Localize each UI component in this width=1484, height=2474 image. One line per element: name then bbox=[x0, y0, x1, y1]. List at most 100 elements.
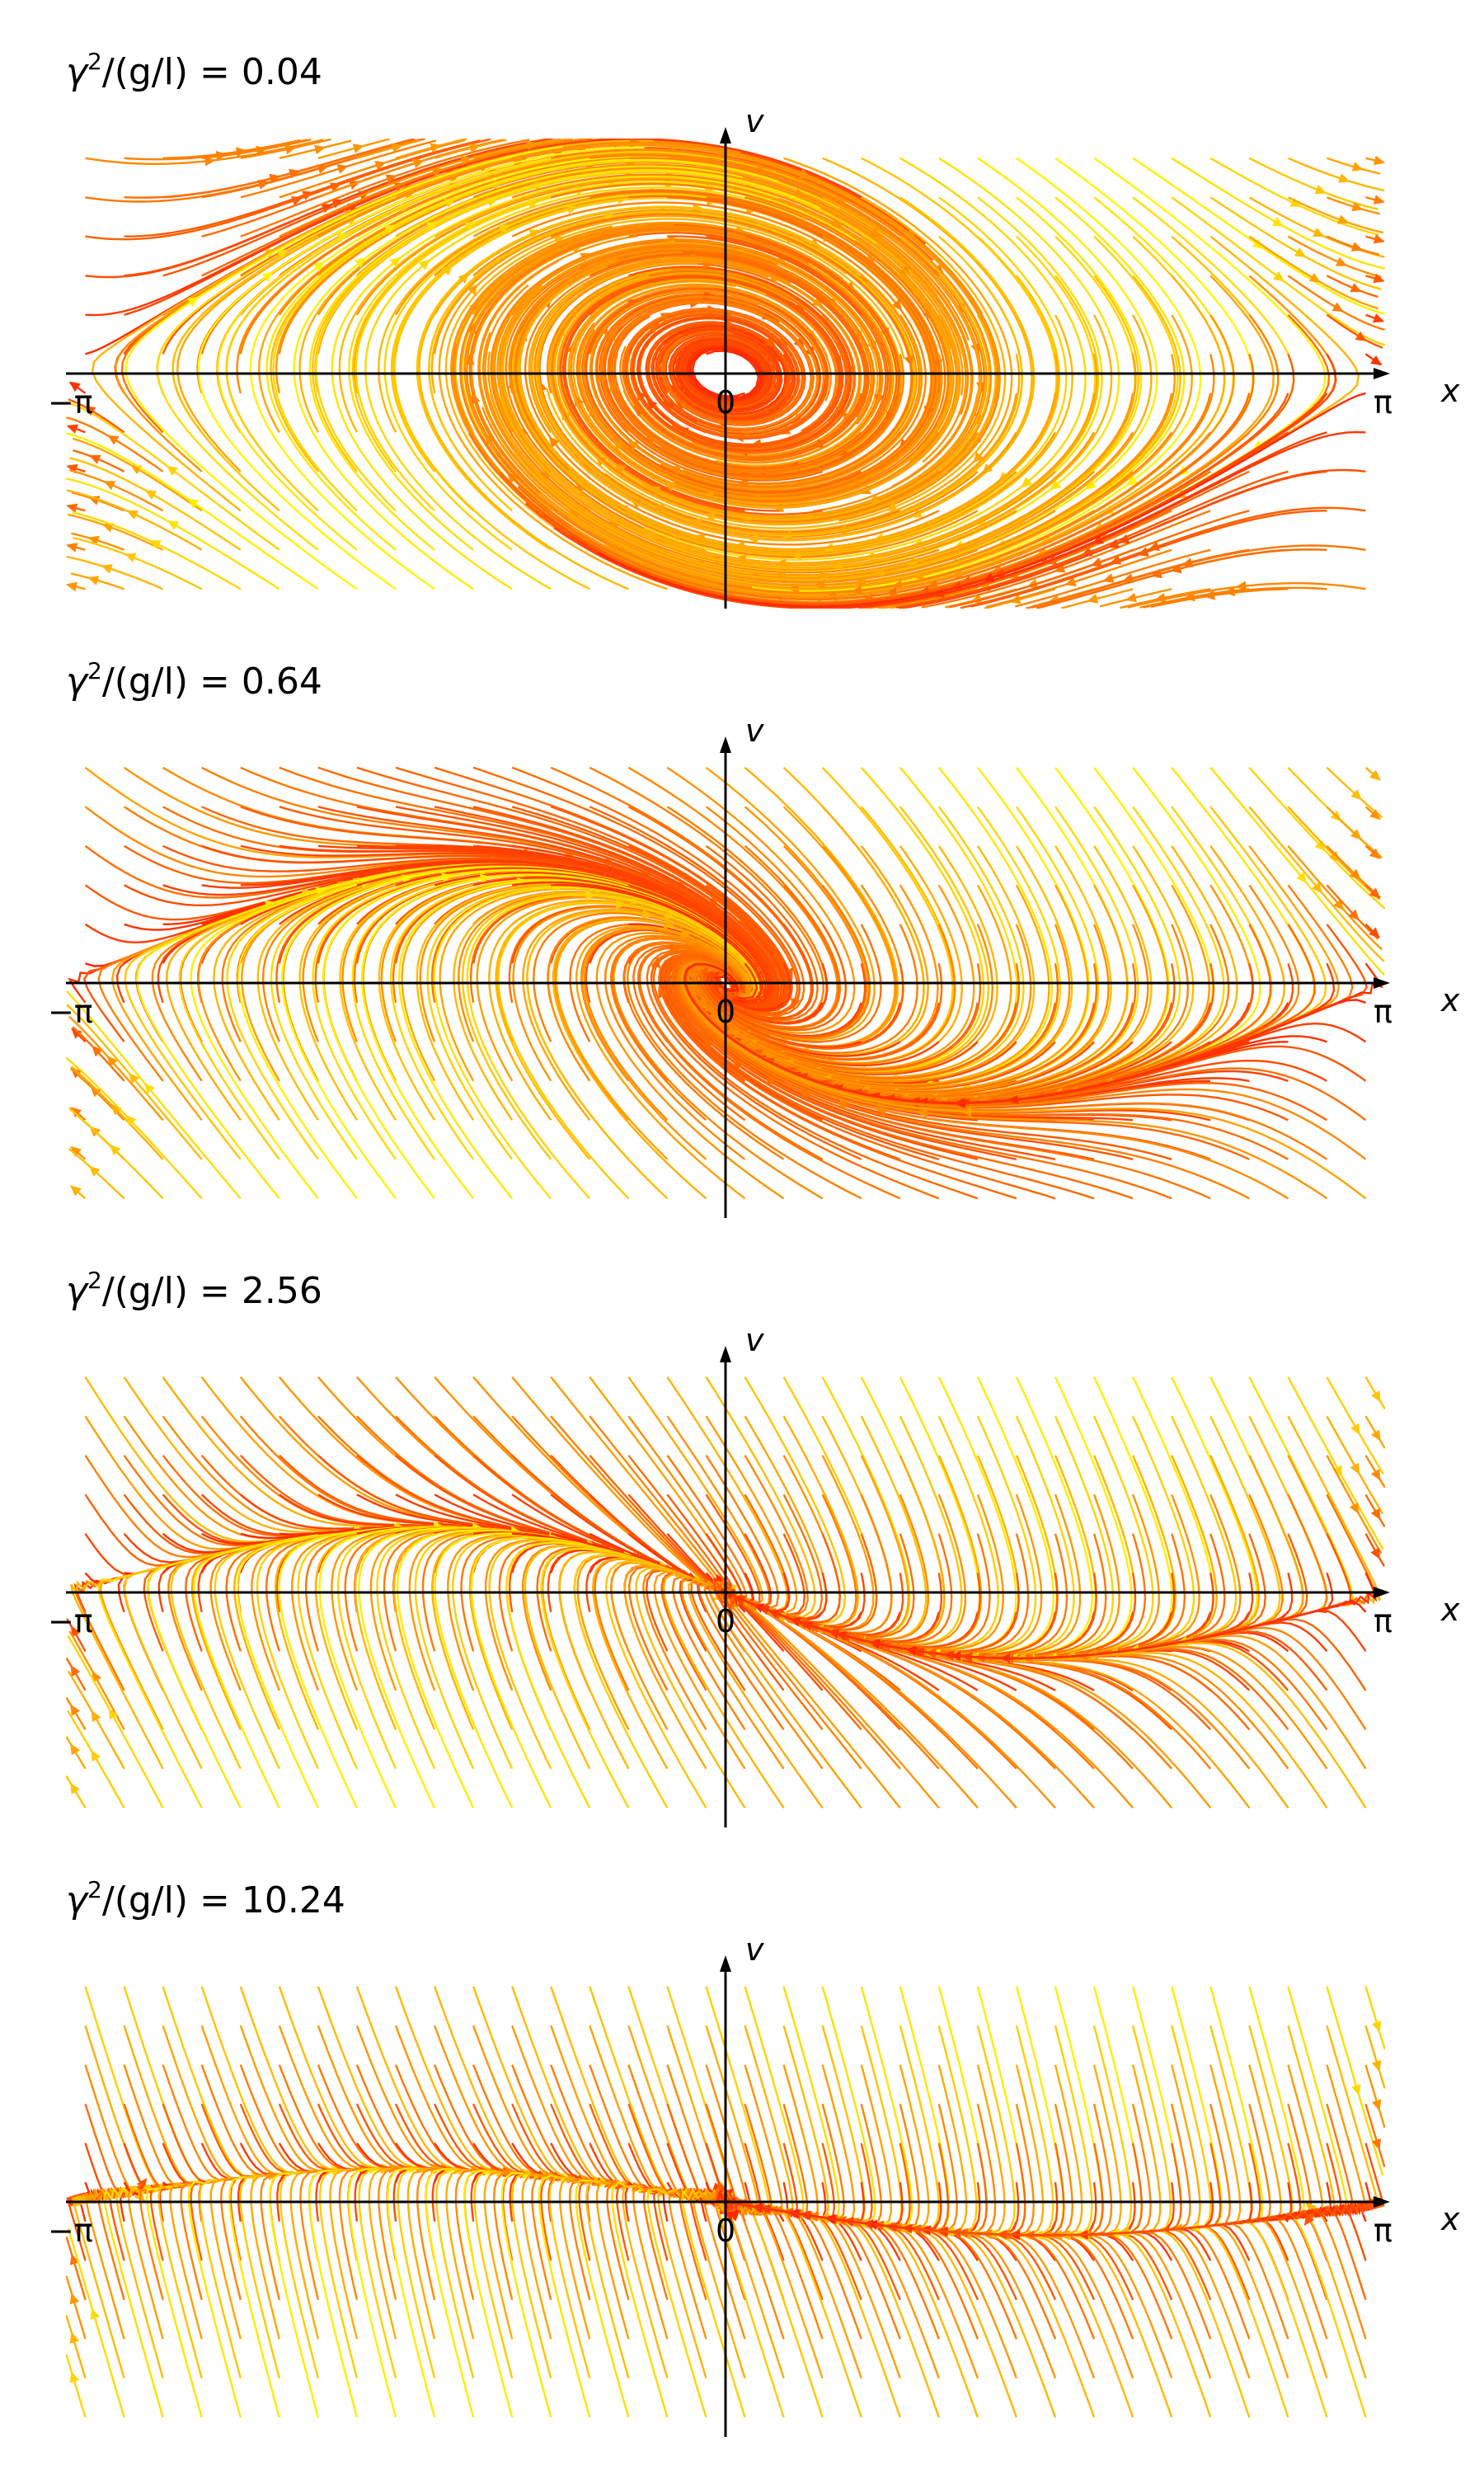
streamline-arrow bbox=[1314, 840, 1326, 852]
streamline bbox=[622, 308, 866, 460]
streamline bbox=[505, 245, 876, 551]
v-axis-label: v bbox=[745, 713, 764, 749]
streamline bbox=[723, 1493, 1284, 1660]
streamline-arrow bbox=[90, 1086, 101, 1098]
streamline-arrow bbox=[1092, 534, 1104, 544]
streamline-arrow bbox=[1350, 283, 1362, 293]
streamline bbox=[858, 470, 1250, 609]
streamline bbox=[1171, 157, 1385, 270]
streamline bbox=[364, 186, 808, 590]
streamline-arrow bbox=[681, 346, 690, 358]
streamline-arrow bbox=[107, 435, 120, 445]
tick-left: −π bbox=[48, 384, 93, 421]
streamline bbox=[67, 1670, 125, 1770]
streamline-arrow bbox=[276, 249, 289, 260]
streamline-arrow bbox=[1369, 809, 1381, 821]
streamline-arrow bbox=[108, 1708, 119, 1720]
streamline-arrow bbox=[1351, 201, 1364, 212]
v-axis-arrow bbox=[720, 1955, 731, 1972]
streamline bbox=[66, 2315, 87, 2379]
streamline bbox=[66, 1775, 87, 1808]
streamline-arrow bbox=[650, 956, 661, 968]
streamline bbox=[162, 139, 491, 238]
streamline-arrow bbox=[460, 155, 472, 166]
streamline bbox=[546, 196, 1007, 529]
streamline-arrow bbox=[812, 296, 824, 308]
streamline-arrow bbox=[1351, 2084, 1361, 2096]
streamline bbox=[331, 175, 779, 590]
streamline bbox=[643, 157, 1087, 562]
streamline bbox=[594, 235, 913, 485]
streamline-arrow bbox=[526, 140, 538, 151]
streamline-arrow bbox=[973, 452, 984, 463]
streamline-arrow bbox=[835, 1100, 848, 1110]
streamline-arrow bbox=[1007, 1094, 1019, 1105]
streamline bbox=[511, 142, 1001, 522]
streamline-arrow bbox=[676, 1014, 688, 1027]
streamline-arrow bbox=[1351, 162, 1364, 172]
streamline bbox=[1326, 1376, 1384, 1475]
streamline bbox=[225, 150, 796, 512]
streamline bbox=[1364, 2064, 1385, 2128]
streamline-arrow bbox=[91, 1710, 101, 1723]
streamline bbox=[629, 312, 855, 454]
streamline-arrow bbox=[69, 2253, 80, 2265]
streamline bbox=[964, 506, 1366, 609]
streamline bbox=[550, 182, 950, 504]
streamline bbox=[632, 275, 852, 452]
streamline-arrow bbox=[391, 143, 403, 153]
streamline bbox=[717, 2025, 1133, 2236]
streamline bbox=[1014, 548, 1211, 608]
streamline-arrow bbox=[1125, 592, 1137, 603]
streamline bbox=[581, 196, 937, 497]
streamline-arrow bbox=[1336, 256, 1348, 266]
streamline bbox=[609, 301, 888, 472]
streamline bbox=[293, 165, 744, 590]
streamline-arrow bbox=[352, 143, 364, 153]
streamline-arrow bbox=[798, 1090, 811, 1100]
streamline bbox=[679, 961, 1289, 1200]
streamline bbox=[278, 161, 970, 355]
streamline-arrow bbox=[627, 299, 639, 308]
streamline bbox=[1364, 1415, 1385, 1449]
streamline-arrow bbox=[84, 406, 96, 416]
streamline-arrow bbox=[764, 336, 777, 346]
streamline bbox=[556, 271, 982, 519]
streamline bbox=[66, 432, 319, 590]
streamline-arrow bbox=[1369, 848, 1381, 859]
streamline-arrow bbox=[1064, 576, 1077, 586]
streamline-arrow bbox=[832, 561, 843, 571]
streamline bbox=[489, 354, 1137, 576]
panel-title-2: γ2/(g/l) = 0.64 bbox=[66, 657, 322, 703]
streamline-arrow bbox=[932, 263, 945, 275]
streamline-arrow bbox=[1102, 573, 1115, 583]
streamline bbox=[68, 1147, 125, 1200]
streamline bbox=[722, 1589, 1289, 1770]
x-axis-label: x bbox=[1440, 1592, 1460, 1628]
streamline-arrow bbox=[66, 581, 78, 592]
streamline-arrow bbox=[129, 1072, 139, 1084]
streamline-arrow bbox=[1090, 557, 1103, 567]
streamline-arrow bbox=[646, 398, 658, 411]
streamline-arrow bbox=[66, 543, 78, 553]
streamline bbox=[478, 260, 1056, 583]
streamline-arrow bbox=[71, 1625, 81, 1638]
streamline bbox=[67, 1710, 125, 1808]
tick-left: −π bbox=[48, 1603, 93, 1639]
streamline-arrow bbox=[1349, 1502, 1360, 1514]
streamline bbox=[1364, 2025, 1385, 2089]
streamline-arrow bbox=[329, 182, 342, 192]
streamline-arrow bbox=[144, 490, 157, 500]
streamline-arrow bbox=[124, 553, 137, 562]
streamline-arrow bbox=[660, 313, 672, 322]
streamline-arrow bbox=[1305, 2202, 1317, 2213]
streamline bbox=[535, 275, 1023, 537]
streamline-arrow bbox=[317, 164, 329, 174]
streamline-arrow bbox=[468, 143, 481, 153]
streamline bbox=[518, 284, 1059, 551]
streamline-arrow bbox=[548, 436, 560, 449]
streamline bbox=[623, 1564, 735, 1770]
streamline bbox=[683, 962, 1383, 1104]
streamline bbox=[472, 209, 918, 487]
streamline bbox=[240, 139, 437, 199]
